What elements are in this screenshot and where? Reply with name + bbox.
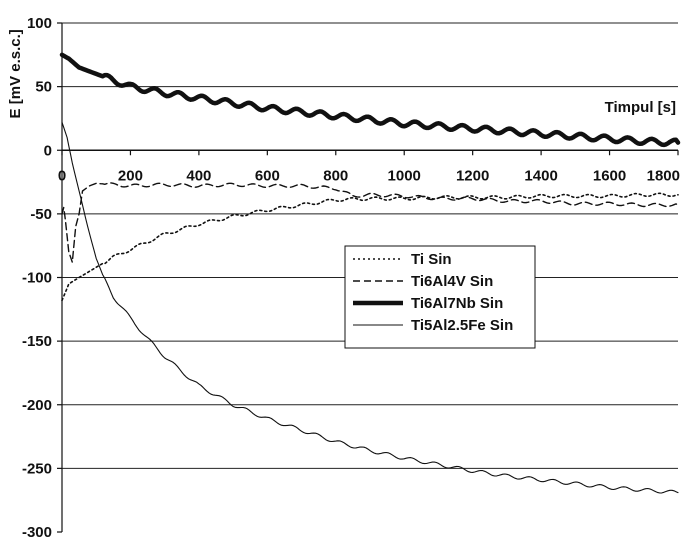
x-tick-label: 800: [323, 167, 348, 184]
axes: [57, 22, 679, 533]
legend-box: [344, 245, 536, 349]
series-line-ti5al2-5fe-sin: [61, 121, 679, 494]
x-tick-label: 1200: [456, 167, 489, 184]
y-tick-label: -300: [22, 524, 52, 540]
series-line-ti6al4v-sin: [61, 182, 679, 263]
y-tick-label: 100: [27, 15, 52, 32]
x-tick-label: 1400: [524, 167, 557, 184]
legend: Ti Sin Ti6Al4V Sin Ti6Al7Nb Sin Ti5Al2.5Fe …: [344, 245, 536, 349]
y-axis-title: E [mV e.s.c.]: [7, 29, 24, 118]
x-tick-label: 400: [186, 167, 211, 184]
series-lines: [59, 52, 681, 494]
y-tick-label: -50: [30, 206, 52, 223]
y-tick-label: -150: [22, 333, 52, 350]
x-axis-title: Timpul [s]: [605, 99, 676, 116]
x-tick-label: 600: [255, 167, 280, 184]
tick-labels: 100 50 0 -50 -100 -150 -200 -250 -300 0 200 400 600 8…: [22, 15, 680, 540]
x-tick-label: 200: [118, 167, 143, 184]
legend-label: Ti6Al4V Sin: [411, 273, 493, 290]
y-tick-label: 50: [35, 79, 52, 96]
legend-label: Ti Sin: [411, 251, 452, 268]
x-tick-label: 1800: [647, 167, 680, 184]
y-tick-label: -250: [22, 460, 52, 477]
legend-label: Ti6Al7Nb Sin: [411, 295, 503, 312]
y-tick-label: -100: [22, 270, 52, 287]
y-tick-label: -200: [22, 397, 52, 414]
series-line-ti-sin: [61, 192, 679, 302]
y-tick-label: 0: [44, 142, 52, 159]
x-tick-label: 1600: [593, 167, 626, 184]
x-tick-label: 1000: [388, 167, 421, 184]
x-tick-label: 0: [58, 167, 66, 184]
series-line-ti6al7nb-sin: [59, 52, 681, 148]
legend-label: Ti5Al2.5Fe Sin: [411, 317, 513, 334]
